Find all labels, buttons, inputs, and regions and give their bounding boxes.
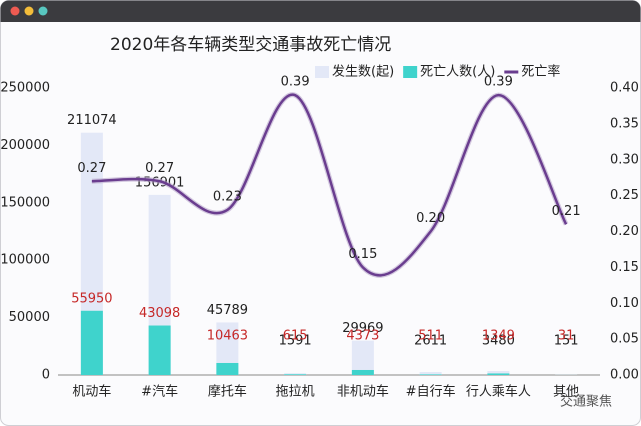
x-tick-label: #汽车	[141, 384, 178, 400]
bar-value-label: 43098	[139, 306, 180, 321]
bar-value-label: 29969	[342, 321, 383, 336]
y-tick-label: 200000	[0, 138, 50, 153]
bar-value-label: 3480	[482, 334, 515, 349]
x-tick-label: 其他	[553, 385, 579, 400]
bar	[487, 373, 510, 375]
close-dot	[10, 6, 20, 16]
title-bar	[0, 0, 641, 22]
y2-tick-label: 0.40	[610, 81, 639, 96]
watermark: 交通聚焦	[560, 394, 612, 410]
y2-tick-label: 0.00	[610, 368, 639, 383]
x-tick-label: #自行车	[406, 384, 456, 400]
y-tick-label: 250000	[0, 81, 50, 96]
rate-value-label: 0.23	[213, 189, 242, 204]
bar-value-label: 615	[283, 329, 308, 344]
y2-tick-label: 0.20	[610, 224, 639, 239]
x-tick-label: 摩托车	[208, 384, 247, 400]
chart-title: 2020年各车辆类型交通事故死亡情况	[110, 35, 391, 55]
bar	[419, 372, 442, 375]
bar-value-label: 2611	[414, 334, 447, 349]
bar	[284, 373, 307, 375]
bar-value-label: 1349	[482, 329, 515, 344]
legend-label: 死亡人数(人)	[420, 65, 495, 80]
y-tick-label: 50000	[9, 310, 50, 325]
y-tick-label: 150000	[0, 195, 50, 210]
bar-value-label: 4373	[346, 329, 379, 344]
rate-value-label: 0.39	[484, 75, 513, 90]
rate-value-label: 0.15	[348, 247, 377, 262]
rate-value-label: 0.20	[416, 211, 445, 226]
bar	[148, 325, 171, 375]
y2-tick-label: 0.05	[610, 332, 639, 347]
legend-swatch	[315, 66, 329, 78]
bar-value-label: 55950	[71, 291, 112, 306]
bar-value-label: 511	[418, 329, 443, 344]
bar-value-label: 45789	[207, 303, 248, 318]
x-tick-label: 机动车	[72, 384, 111, 400]
bar	[216, 322, 239, 375]
x-tick-label: 非机动车	[337, 384, 389, 400]
bar-value-label: 151	[554, 334, 579, 349]
rate-value-label: 0.21	[552, 204, 581, 219]
bar	[216, 362, 239, 375]
bar	[351, 369, 374, 375]
y2-tick-label: 0.35	[610, 116, 639, 131]
bar	[80, 310, 103, 375]
y2-tick-label: 0.25	[610, 188, 639, 203]
bar-value-label: 211074	[67, 113, 117, 128]
x-tick-label: 行人乘车人	[466, 384, 531, 400]
rate-value-label: 0.27	[77, 161, 106, 176]
y-tick-label: 100000	[0, 253, 50, 268]
y-tick-label: 0	[42, 368, 50, 383]
bar-value-label: 10463	[207, 329, 248, 344]
bar	[487, 371, 510, 375]
x-tick-label: 拖拉机	[276, 385, 315, 400]
bar	[419, 374, 442, 375]
rate-line	[91, 93, 568, 277]
legend-label: 死亡率	[521, 64, 560, 80]
y2-tick-label: 0.30	[610, 152, 639, 167]
rate-value-label: 0.27	[145, 161, 174, 176]
bar	[351, 340, 374, 375]
rate-value-label: 0.39	[281, 75, 310, 90]
bar-value-label: 1591	[279, 334, 312, 349]
legend-swatch	[403, 66, 418, 78]
bar-value-label: 31	[558, 329, 575, 344]
minimize-dot	[24, 6, 34, 16]
maximize-dot	[38, 6, 48, 16]
y2-tick-label: 0.10	[610, 296, 639, 311]
legend-label: 发生数(起)	[332, 64, 394, 80]
bar	[284, 374, 307, 375]
y2-tick-label: 0.15	[610, 260, 639, 275]
